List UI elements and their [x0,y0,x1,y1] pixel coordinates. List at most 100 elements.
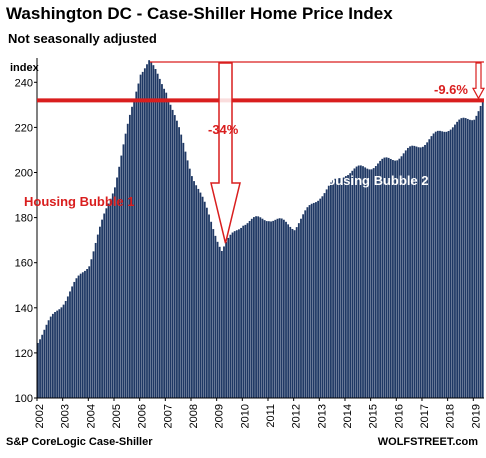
bar [195,185,198,398]
bar [180,134,183,399]
bar [156,73,159,398]
bar [276,218,279,398]
bar [210,221,213,398]
bar [272,220,275,398]
bar [66,296,69,398]
x-tick-label: 2018 [445,404,457,428]
bar [398,158,401,398]
bar [293,230,296,398]
x-tick-label: 2005 [111,404,123,428]
bar [426,142,429,398]
bar [475,115,478,399]
bar [278,218,281,398]
bar [178,127,180,399]
bar [334,178,337,398]
bar [105,208,108,398]
bar [182,142,185,398]
bar [161,84,163,398]
bar [47,320,50,398]
bar [443,131,446,398]
bar [126,123,129,398]
bar [101,219,103,398]
bar [332,180,334,398]
bar [394,160,396,398]
bar [64,300,67,398]
bar [212,229,215,398]
bar [41,334,44,398]
bar [124,133,127,399]
bar [319,198,322,398]
bar [150,62,153,398]
y-tick-label: 200 [15,167,33,179]
bar [188,168,191,398]
bar [86,269,89,398]
y-tick-label: 180 [15,213,33,225]
bar [342,177,345,398]
bar [146,64,148,398]
bar [137,83,140,398]
bar [223,246,225,398]
bar [447,131,450,398]
y-tick-label: 120 [15,348,33,360]
bar [389,158,392,398]
bar [133,99,136,399]
x-tick-label: 2010 [239,404,251,428]
bar [265,221,268,398]
bar [460,118,463,399]
bar [436,130,439,398]
bar [218,246,221,398]
bar [317,200,319,398]
bar [383,157,386,398]
bar [118,166,121,398]
bar [270,221,272,398]
bar [419,147,422,398]
bar [94,242,97,398]
bar [171,109,174,399]
bar [362,166,364,398]
bar [289,226,292,398]
bar [456,121,459,398]
bar [349,173,352,398]
bar [143,68,146,398]
bar [205,207,208,398]
bar [75,278,78,398]
chart-subtitle: Not seasonally adjusted [8,31,157,46]
bar [90,259,93,398]
bar [261,218,264,398]
bar [400,156,403,398]
bar [421,146,424,398]
bar [462,117,465,398]
bar [417,147,420,398]
drop-arrow [210,62,241,244]
bar [199,192,202,398]
bar [54,312,56,398]
bar [469,119,471,399]
bar [308,205,311,398]
x-tick-label: 2011 [265,404,277,428]
bar [374,166,377,398]
bar [466,118,469,398]
bar [107,203,110,398]
bar [321,196,324,398]
bar [312,202,315,398]
x-tick-label: 2017 [419,404,431,428]
bar [471,120,473,398]
bar [51,313,54,398]
drop-percent-label: -34% [208,122,239,137]
bar [220,250,223,398]
bar [128,114,131,398]
bar [432,133,435,399]
bar [344,176,347,398]
bar [259,217,262,398]
bar [158,78,161,398]
x-tick-label: 2012 [291,404,303,428]
bar [154,69,157,399]
x-tick-label: 2015 [368,404,380,428]
bar [111,193,114,398]
bar [402,153,405,398]
y-tick-label: 240 [15,77,33,89]
bar [338,178,341,398]
bar [88,266,91,398]
bar [45,324,48,398]
